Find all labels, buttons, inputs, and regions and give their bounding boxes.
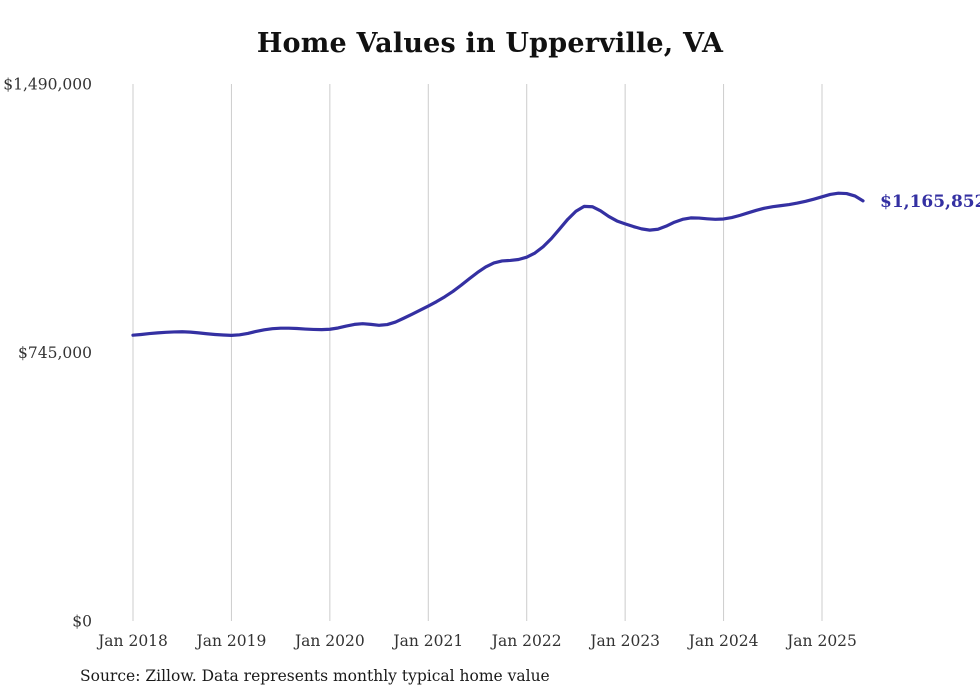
x-tick-label: Jan 2019 bbox=[195, 632, 267, 650]
value-line bbox=[131, 191, 865, 337]
y-tick-label: $0 bbox=[72, 613, 92, 631]
x-tick-label: Jan 2025 bbox=[785, 632, 857, 650]
x-tick-label: Jan 2020 bbox=[293, 632, 365, 650]
x-tick-label: Jan 2022 bbox=[490, 632, 562, 650]
y-tick-label: $1,490,000 bbox=[3, 76, 92, 94]
source-note: Source: Zillow. Data represents monthly … bbox=[80, 667, 550, 685]
end-value-label: $1,165,852 bbox=[880, 192, 980, 212]
x-tick-label: Jan 2023 bbox=[588, 632, 660, 650]
x-tick-label: Jan 2021 bbox=[391, 632, 463, 650]
x-tick-label: Jan 2018 bbox=[96, 632, 168, 650]
chart-title: Home Values in Upperville, VA bbox=[256, 28, 724, 59]
x-tick-label: Jan 2024 bbox=[687, 632, 759, 650]
y-tick-label: $745,000 bbox=[18, 344, 92, 362]
